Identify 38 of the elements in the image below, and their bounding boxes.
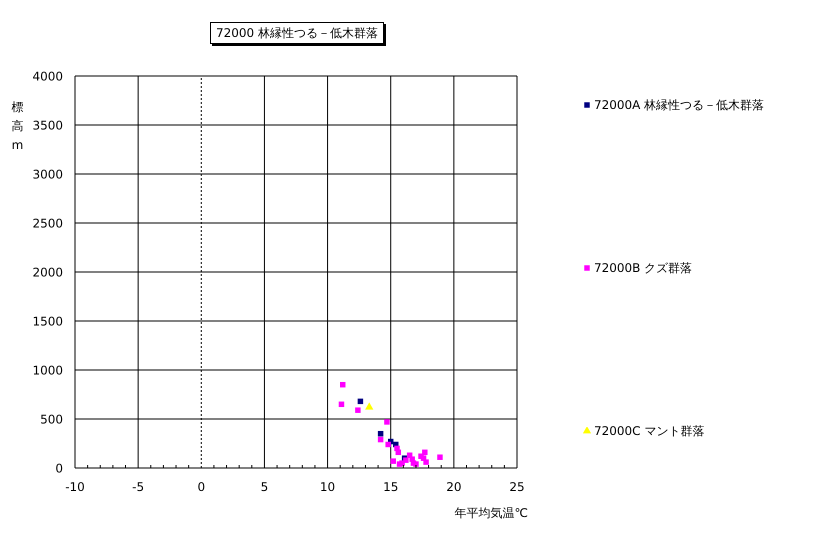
legend-label: 72000B クズ群落 [594,261,692,275]
chart-title: 72000 林縁性つる－低木群落 [210,22,384,44]
point [396,450,402,456]
y-tick-label: 500 [40,412,63,426]
y-tick-label: 2500 [32,216,63,230]
y-tick-label: 0 [55,461,63,476]
point [378,430,384,436]
point [365,402,374,410]
point [358,398,364,404]
point [413,461,419,467]
legend-label: 72000C マント群落 [594,424,704,438]
x-tick-label: 0 [197,480,206,494]
x-axis-title: 年平均気温℃ [454,505,528,522]
point [378,436,384,442]
y-axis-title: 標高m [11,99,24,154]
point [340,382,346,388]
point [390,458,396,464]
y-tick-label: 3000 [32,167,63,182]
point [338,402,344,408]
point [384,419,390,425]
x-tick-label: -5 [132,480,144,494]
y-tick-label: 1000 [32,363,63,378]
point [437,454,443,460]
y-tick-label: 2000 [32,265,63,280]
point [355,407,361,413]
y-tick-label: 1500 [32,314,63,328]
y-tick-label: 4000 [32,69,63,84]
x-tick-label: 25 [509,480,525,494]
point [422,450,428,456]
x-tick-label: -10 [65,480,85,494]
x-tick-label: 10 [320,480,336,494]
x-tick-label: 15 [383,480,398,494]
point [423,459,429,465]
point [385,442,391,448]
legend-label: 72000A 林縁性つる－低木群落 [594,98,764,112]
x-tick-label: 5 [260,480,268,494]
x-tick-label: 20 [446,480,462,494]
y-tick-label: 3500 [32,118,63,132]
